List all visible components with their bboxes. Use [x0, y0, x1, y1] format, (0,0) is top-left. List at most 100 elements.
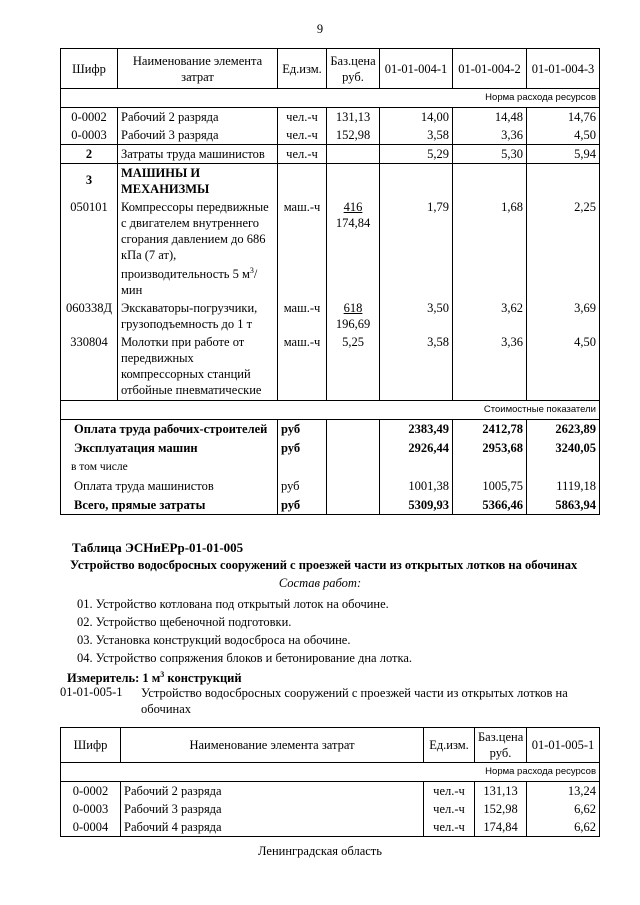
table-row: 330804 Молотки при работе от передвижных …	[60, 333, 600, 401]
item-name: Компрессоры передвижные с двигателем вну…	[121, 200, 269, 282]
table-cell: 0-0004	[60, 818, 121, 837]
table-cell: 14,76	[526, 107, 600, 126]
table-row: 0-0003 Рабочий 3 разряда чел.-ч 152,98 6,62	[60, 800, 600, 818]
table-cell: 131,13	[326, 107, 380, 126]
section-title: Таблица ЭСНиЕРр-01-01-005	[72, 540, 244, 555]
table-cell: 5,29	[379, 144, 453, 164]
table-cell: 0-0002	[60, 781, 121, 800]
table-cell	[277, 457, 327, 477]
table-cell: 3,36	[452, 126, 527, 145]
table-cell: чел.-ч	[423, 781, 475, 800]
table-cell: 3,69	[526, 299, 600, 334]
table-cell: 5,30	[452, 144, 527, 164]
table-cell: 2953,68	[452, 438, 527, 458]
table-cell	[326, 144, 380, 164]
name-cell: Компрессоры передвижные с двигателем вну…	[117, 198, 278, 300]
table-cell: 5863,94	[526, 495, 600, 516]
table-cell: Рабочий 3 разряда	[117, 126, 278, 145]
table-cell: 0-0003	[60, 800, 121, 818]
table-row: 0-0004 Рабочий 4 разряда чел.-ч 174,84 6,62	[60, 818, 600, 837]
cost-row: Оплата труда рабочих-строителей руб 2383,4…	[60, 419, 600, 439]
table-cell: 3240,05	[526, 438, 600, 458]
cost-row: Всего, прямые затраты руб 5309,93 5366,46 58…	[60, 495, 600, 516]
resource-table-01-01-005: Шифр Наименование элемента затрат Ед.изм…	[60, 727, 600, 837]
item-name: Экскаваторы-погрузчики, грузоподъемность…	[121, 301, 258, 332]
table-cell: 1,79	[379, 198, 453, 300]
table-cell: 152,98	[326, 126, 380, 145]
resource-table-01-01-004: Шифр Наименование элемента затрат Ед.изм…	[60, 48, 600, 516]
work-item: 01. Устройство котлована под открытый ло…	[77, 597, 389, 611]
name-cell: Экскаваторы-погрузчики, грузоподъемность…	[117, 299, 278, 334]
table-cell	[452, 457, 527, 477]
price-value: 174,84	[335, 216, 371, 230]
table-cell: Рабочий 2 разряда	[120, 781, 424, 800]
table-cell: Затраты труда машинистов	[117, 144, 278, 164]
table-cell: 5366,46	[452, 495, 527, 516]
table-cell: 2623,89	[526, 419, 600, 439]
table-cell: 1001,38	[379, 476, 453, 496]
table-cell: МАШИНЫ И МЕХАНИЗМЫ	[117, 163, 278, 198]
table-cell: руб	[277, 419, 327, 439]
table-cell: 6,62	[526, 818, 600, 837]
table-cell: 5309,93	[379, 495, 453, 516]
price-cell: 5,25	[326, 333, 380, 401]
table-cell: 2	[60, 144, 118, 164]
table-cell: 3,36	[452, 333, 527, 401]
table-cell: маш.-ч	[277, 198, 327, 300]
table-cell: 4,50	[526, 333, 600, 401]
table-cell: Рабочий 2 разряда	[117, 107, 278, 126]
table-cell: Эксплуатация машин	[60, 438, 278, 458]
header-cell: Ед.изм.	[423, 727, 475, 763]
table-cell	[326, 457, 380, 477]
table-cell: 1005,75	[452, 476, 527, 496]
table-cell: 14,00	[379, 107, 453, 126]
cost-row: в том числе	[60, 457, 600, 477]
price-value: 5,25	[342, 335, 364, 350]
table-cell: 152,98	[474, 800, 527, 818]
table-cell: 3,62	[452, 299, 527, 334]
table-cell	[326, 163, 380, 198]
table-cell: чел.-ч	[277, 144, 327, 164]
table-cell: 3,58	[379, 333, 453, 401]
header-cell: Баз.цена руб.	[326, 48, 380, 89]
table-cell	[379, 163, 453, 198]
price-value: 196,69	[335, 317, 371, 332]
table-cell	[326, 495, 380, 516]
footer-region: Ленинградская область	[258, 844, 382, 858]
table-cell: 2412,78	[452, 419, 527, 439]
item-name-tail: /мин	[121, 267, 258, 298]
table-cell: 2926,44	[379, 438, 453, 458]
norm-label: Норма расхода ресурсов	[60, 762, 600, 782]
section-subtitle: Устройство водосбросных сооружений с про…	[70, 558, 578, 572]
table-cell: чел.-ч	[423, 800, 475, 818]
norm-label: Норма расхода ресурсов	[60, 88, 600, 108]
table-cell	[526, 457, 600, 477]
table-cell: 6,62	[526, 800, 600, 818]
norm-description: Устройство водосбросных сооружений с про…	[141, 686, 568, 716]
table-cell: Всего, прямые затраты	[60, 495, 278, 516]
table-cell: руб	[277, 438, 327, 458]
header-cell: Баз.цена руб.	[474, 727, 527, 763]
table-cell	[277, 163, 327, 198]
price-code: 416	[343, 200, 363, 214]
table-cell: чел.-ч	[277, 126, 327, 145]
table-cell	[379, 457, 453, 477]
table-cell: 14,48	[452, 107, 527, 126]
header-cell: 01-01-004-3	[526, 48, 600, 89]
cost-row: Эксплуатация машин руб 2926,44 2953,68 3240,…	[60, 438, 600, 458]
table-row: 3 МАШИНЫ И МЕХАНИЗМЫ	[60, 163, 600, 198]
table-cell: 3,58	[379, 126, 453, 145]
table-cell	[326, 419, 380, 439]
table-cell: 1119,18	[526, 476, 600, 496]
table-cell: руб	[277, 495, 327, 516]
table-cell: Рабочий 4 разряда	[120, 818, 424, 837]
table-cell: в том числе	[60, 457, 278, 477]
table-row: 060338Д Экскаваторы-погрузчики, грузоподъ…	[60, 299, 600, 334]
item-name: Молотки при работе от передвижных компре…	[121, 335, 262, 398]
work-item: 02. Устройство щебеночной подготовки.	[77, 615, 292, 629]
cost-label: Стоимостные показатели	[60, 400, 600, 421]
table-row: 050101 Компрессоры передвижные с двигател…	[60, 198, 600, 300]
table-cell: 3,50	[379, 299, 453, 334]
table-cell: 13,24	[526, 781, 600, 800]
